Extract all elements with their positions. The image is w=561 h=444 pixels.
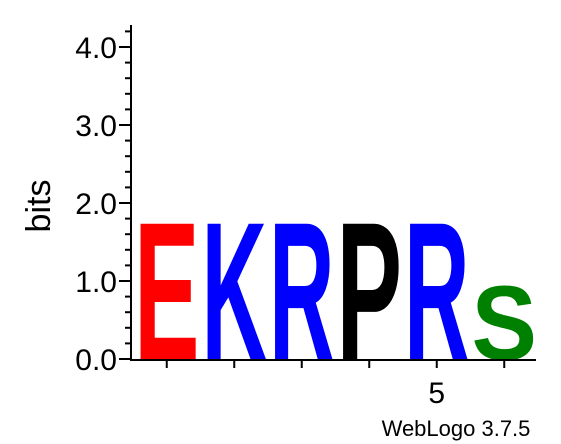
y-tick-label: 4.0 <box>75 32 117 65</box>
logo-letter-p: P <box>337 182 402 402</box>
logo-letter-e: E <box>134 182 199 402</box>
x-axis: 5 <box>130 359 536 410</box>
y-axis: 0.0 1.0 2.0 3.0 4.0 <box>75 25 132 377</box>
logo-letter-r: R <box>404 181 469 402</box>
logo-letter-r: R <box>269 181 334 402</box>
logo-letter-k: K <box>202 181 267 402</box>
credit-label: WebLogo 3.7.5 <box>382 416 531 441</box>
y-tick-label: 1.0 <box>75 266 117 299</box>
y-tick-label: 0.0 <box>75 344 117 377</box>
x-tick-label: 5 <box>428 377 445 410</box>
y-tick-label: 3.0 <box>75 110 117 143</box>
y-axis-label: bits <box>20 180 58 233</box>
y-tick-label: 2.0 <box>75 188 117 221</box>
